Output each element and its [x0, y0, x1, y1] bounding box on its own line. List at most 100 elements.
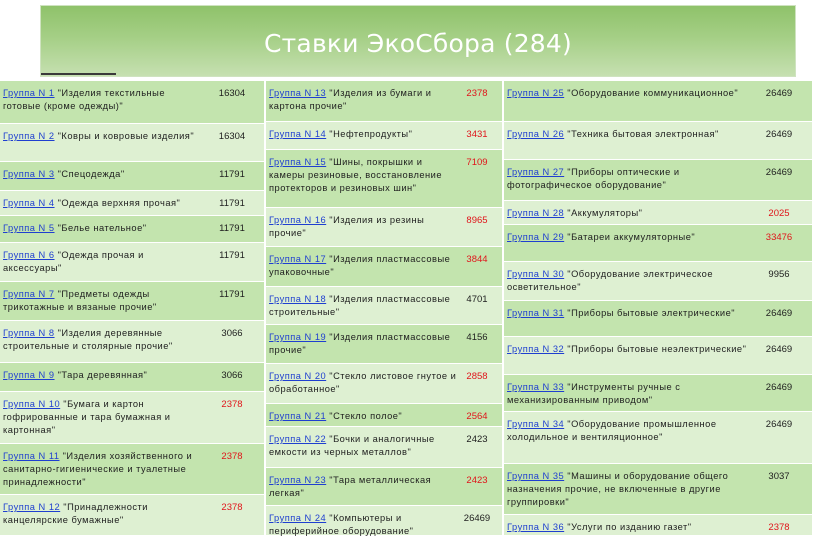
group-link[interactable]: Группа N 27 [507, 167, 565, 177]
rate-value: 33476 [765, 232, 793, 243]
group-name: Группа N 16 "Изделия из резины прочие" [269, 214, 457, 240]
group-link[interactable]: Группа N 10 [3, 399, 61, 409]
group-link[interactable]: Группа N 29 [507, 232, 565, 242]
group-link[interactable]: Группа N 33 [507, 382, 565, 392]
group-name: Группа N 10 "Бумага и картон гофрированн… [3, 398, 203, 437]
group-description: "Изделия пластмассовые прочие" [269, 332, 451, 355]
rate-value: 4156 [466, 332, 488, 343]
group-link[interactable]: Группа N 5 [3, 223, 55, 233]
group-name: Группа N 33 "Инструменты ручные с механи… [507, 381, 749, 407]
rate-value: 26469 [463, 513, 491, 524]
group-link[interactable]: Группа N 28 [507, 208, 565, 218]
group-link[interactable]: Группа N 30 [507, 269, 565, 279]
rate-value: 2025 [768, 208, 790, 219]
group-link[interactable]: Группа N 12 [3, 502, 61, 512]
title-underline [41, 73, 116, 75]
group-name: Группа N 18 "Изделия пластмассовые строи… [269, 293, 457, 319]
group-link[interactable]: Группа N 24 [269, 513, 327, 523]
rate-row: Группа N 19 "Изделия пластмассовые прочи… [266, 325, 502, 364]
rate-value: 2423 [466, 475, 488, 486]
group-name: Группа N 3 "Спецодежда" [3, 168, 203, 181]
rate-row: Группа N 24 "Компьютеры и периферийное о… [266, 506, 502, 536]
group-link[interactable]: Группа N 32 [507, 344, 565, 354]
group-link[interactable]: Группа N 3 [3, 169, 55, 179]
group-description: "Изделия хозяйственного и санитарно-гиги… [3, 451, 193, 487]
group-name: Группа N 29 "Батареи аккумуляторные" [507, 231, 749, 244]
group-description: "Изделия из бумаги и картона прочие" [269, 88, 432, 111]
rate-value: 2378 [221, 502, 243, 513]
group-link[interactable]: Группа N 1 [3, 88, 55, 98]
rate-row: Группа N 32 "Приборы бытовые неэлектриче… [504, 337, 812, 375]
group-description: "Тара металлическая легкая" [269, 475, 432, 498]
group-link[interactable]: Группа N 9 [3, 370, 55, 380]
page-title: Ставки ЭкоСбора (284) [264, 29, 572, 58]
group-link[interactable]: Группа N 2 [3, 131, 55, 141]
group-name: Группа N 34 "Оборудование промышленное х… [507, 418, 749, 444]
group-description: "Бумага и картон гофрированные и тара бу… [3, 399, 171, 435]
group-description: "Изделия пластмассовые упаковочные" [269, 254, 451, 277]
group-link[interactable]: Группа N 8 [3, 328, 55, 338]
rate-row: Группа N 17 "Изделия пластмассовые упако… [266, 247, 502, 287]
group-description: "Изделия из резины прочие" [269, 215, 425, 238]
group-name: Группа N 21 "Стекло полое" [269, 410, 457, 423]
rate-value: 26469 [765, 88, 793, 99]
rate-value: 7109 [466, 157, 488, 168]
group-name: Группа N 26 "Техника бытовая электронная… [507, 128, 749, 141]
group-link[interactable]: Группа N 34 [507, 419, 565, 429]
group-link[interactable]: Группа N 15 [269, 157, 327, 167]
group-description: "Принадлежности канцелярские бумажные" [3, 502, 148, 525]
group-link[interactable]: Группа N 14 [269, 129, 327, 139]
rate-row: Группа N 30 "Оборудование электрическое … [504, 262, 812, 301]
group-description: "Машины и оборудование общего назначения… [507, 471, 729, 507]
group-link[interactable]: Группа N 7 [3, 289, 55, 299]
group-description: "Белье нательное" [54, 223, 147, 233]
group-link[interactable]: Группа N 36 [507, 522, 565, 532]
rate-value: 11791 [219, 289, 245, 300]
rate-row: Группа N 23 "Тара металлическая легкая" 2… [266, 468, 502, 506]
rate-value: 2378 [221, 451, 243, 462]
rate-value: 26469 [765, 167, 793, 178]
group-link[interactable]: Группа N 17 [269, 254, 327, 264]
group-link[interactable]: Группа N 19 [269, 332, 327, 342]
group-description: "Услуги по изданию газет" [564, 522, 692, 532]
rate-row: Группа N 13 "Изделия из бумаги и картона… [266, 81, 502, 122]
rate-value: 9956 [768, 269, 790, 280]
group-name: Группа N 20 "Стекло листовое гнутое и об… [269, 370, 457, 396]
group-link[interactable]: Группа N 22 [269, 434, 327, 444]
rate-row: Группа N 21 "Стекло полое" 2564 [266, 404, 502, 427]
rate-row: Группа N 36 "Услуги по изданию газет" 237… [504, 515, 812, 536]
group-link[interactable]: Группа N 20 [269, 371, 327, 381]
rate-value: 3066 [221, 370, 243, 381]
group-link[interactable]: Группа N 11 [3, 451, 60, 461]
group-link[interactable]: Группа N 26 [507, 129, 565, 139]
group-link[interactable]: Группа N 16 [269, 215, 327, 225]
group-description: "Оборудование промышленное холодильное и… [507, 419, 717, 442]
group-link[interactable]: Группа N 23 [269, 475, 327, 485]
group-description: "Спецодежда" [54, 169, 125, 179]
group-name: Группа N 31 "Приборы бытовые электрическ… [507, 307, 749, 320]
group-description: "Стекло листовое гнутое и обработанное" [269, 371, 457, 394]
rate-row: Группа N 22 "Бочки и аналогичные емкости… [266, 427, 502, 468]
group-description: "Техника бытовая электронная" [564, 129, 719, 139]
rate-value: 26469 [765, 308, 793, 319]
group-name: Группа N 7 "Предметы одежды трикотажные … [3, 288, 203, 314]
rate-row: Группа N 4 "Одежда верхняя прочая" 11791 [0, 191, 264, 216]
rate-value: 26469 [765, 344, 793, 355]
group-link[interactable]: Группа N 4 [3, 198, 55, 208]
group-link[interactable]: Группа N 18 [269, 294, 327, 304]
group-link[interactable]: Группа N 6 [3, 250, 55, 260]
group-description: "Одежда верхняя прочая" [54, 198, 181, 208]
group-name: Группа N 17 "Изделия пластмассовые упако… [269, 253, 457, 279]
group-link[interactable]: Группа N 13 [269, 88, 327, 98]
group-description: "Приборы бытовые неэлектрические" [564, 344, 747, 354]
rate-row: Группа N 9 "Тара деревянная" 3066 [0, 363, 264, 392]
group-link[interactable]: Группа N 25 [507, 88, 565, 98]
group-description: "Изделия пластмассовые строительные" [269, 294, 451, 317]
group-description: "Батареи аккумуляторные" [564, 232, 696, 242]
group-link[interactable]: Группа N 35 [507, 471, 565, 481]
group-link[interactable]: Группа N 21 [269, 411, 327, 421]
rate-row: Группа N 7 "Предметы одежды трикотажные … [0, 282, 264, 321]
rate-row: Группа N 2 "Ковры и ковровые изделия" 163… [0, 124, 264, 162]
group-link[interactable]: Группа N 31 [507, 308, 565, 318]
rate-value: 16304 [218, 131, 246, 142]
